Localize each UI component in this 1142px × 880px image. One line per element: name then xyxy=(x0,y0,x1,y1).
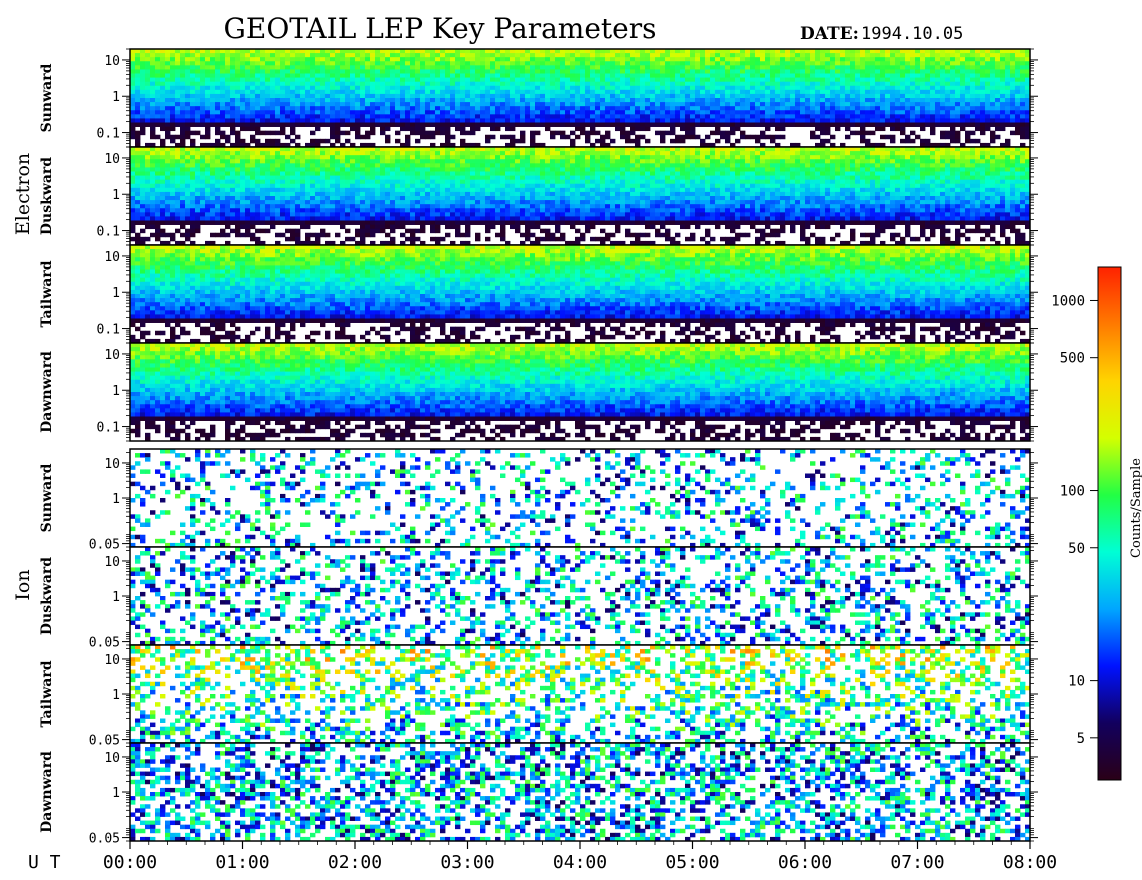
y-tick-label: 10 xyxy=(104,152,120,167)
y-tick-label: 10 xyxy=(104,250,120,265)
y-tick-label: 1 xyxy=(112,188,120,203)
colorbar-fill xyxy=(1098,267,1121,780)
chart-title: GEOTAIL LEP Key Parameters xyxy=(224,12,657,45)
y-tick-label: 0.1 xyxy=(97,323,120,338)
y-tick-label: 10 xyxy=(104,54,120,69)
colorbar-tick-label: 10 xyxy=(1068,674,1085,690)
panel-ion-duskward: 10 1 0.05 Duskward xyxy=(39,547,1038,651)
y-tick-label: 10 xyxy=(104,457,120,472)
y-tick-label: 0.05 xyxy=(89,734,120,749)
group-label-ion: Ion xyxy=(12,569,34,600)
x-axis-label: U T xyxy=(28,852,61,873)
colorbar-tick-label: 50 xyxy=(1068,541,1085,557)
panels-layer: 10 1 0.1 Sunward 10 1 0.1 Duskward 10 1 0.1 Tailwar… xyxy=(39,49,1038,847)
panel-label-duskward: Duskward xyxy=(39,557,55,635)
y-tick-label: 0.05 xyxy=(89,636,120,651)
y-tick-label: 10 xyxy=(104,555,120,570)
panel-label-tailward: Tailward xyxy=(39,660,55,727)
y-tick-label: 1 xyxy=(112,286,120,301)
x-tick-label: 03:00 xyxy=(440,852,494,873)
panel-label-sunward: Sunward xyxy=(39,63,55,132)
y-tick-label: 1 xyxy=(112,590,120,605)
y-tick-label: 1 xyxy=(112,384,120,399)
y-tick-label: 1 xyxy=(112,90,120,105)
panel-ion-dawnward: 10 1 0.05 Dawnward xyxy=(39,743,1038,847)
panel-label-duskward: Duskward xyxy=(39,157,55,235)
date-value: 1994.10.05 xyxy=(861,24,963,44)
panel-label-sunward: Sunward xyxy=(39,463,55,532)
x-tick-label: 04:00 xyxy=(553,852,607,873)
colorbar-tick-label: 1000 xyxy=(1051,293,1085,309)
colorbar-tick-label: 100 xyxy=(1060,484,1085,500)
date-label: DATE: xyxy=(800,24,859,44)
panel-ion-tailward: 10 1 0.05 Tailward xyxy=(39,645,1038,749)
panel-label-dawnward: Dawnward xyxy=(39,751,55,833)
panel-label-dawnward: Dawnward xyxy=(39,351,55,433)
x-tick-label: 02:00 xyxy=(328,852,382,873)
group-label-electron: Electron xyxy=(12,153,34,235)
y-tick-label: 1 xyxy=(112,492,120,507)
panel-electron-duskward: 10 1 0.1 Duskward xyxy=(39,147,1038,245)
time-axis: 00:00 01:00 02:00 03:00 04:00 05:00 06:00 07:00… xyxy=(103,841,1057,873)
x-tick-label: 05:00 xyxy=(665,852,719,873)
panel-electron-tailward: 10 1 0.1 Tailward xyxy=(39,245,1038,343)
y-tick-label: 0.1 xyxy=(97,225,120,240)
colorbar-tick-label: 500 xyxy=(1060,351,1085,367)
y-tick-label: 0.05 xyxy=(89,832,120,847)
panel-ion-sunward: 10 1 0.05 Sunward xyxy=(39,449,1038,553)
x-tick-label: 00:00 xyxy=(103,852,157,873)
y-tick-label: 10 xyxy=(104,653,120,668)
colorbar-label: Counts/Sample xyxy=(1129,458,1142,558)
panel-electron-sunward: 10 1 0.1 Sunward xyxy=(39,49,1038,147)
x-tick-label: 01:00 xyxy=(215,852,269,873)
colorbar: 5 10 50 100 500 1000 Counts/Sample xyxy=(1051,267,1142,780)
x-tick-label: 07:00 xyxy=(890,852,944,873)
y-tick-label: 0.05 xyxy=(89,538,120,553)
y-tick-label: 1 xyxy=(112,688,120,703)
x-tick-label: 06:00 xyxy=(778,852,832,873)
panel-electron-dawnward: 10 1 0.1 Dawnward xyxy=(39,343,1038,441)
y-tick-label: 0.1 xyxy=(97,421,120,436)
colorbar-tick-label: 5 xyxy=(1077,731,1085,747)
colorbar-ticks: 5 10 50 100 500 1000 xyxy=(1051,293,1098,746)
y-tick-label: 0.1 xyxy=(97,127,120,142)
x-tick-label: 08:00 xyxy=(1003,852,1057,873)
spectrogram-texture xyxy=(130,343,1030,441)
panel-label-tailward: Tailward xyxy=(39,260,55,327)
y-tick-label: 10 xyxy=(104,751,120,766)
y-tick-label: 10 xyxy=(104,348,120,363)
y-tick-label: 1 xyxy=(112,786,120,801)
